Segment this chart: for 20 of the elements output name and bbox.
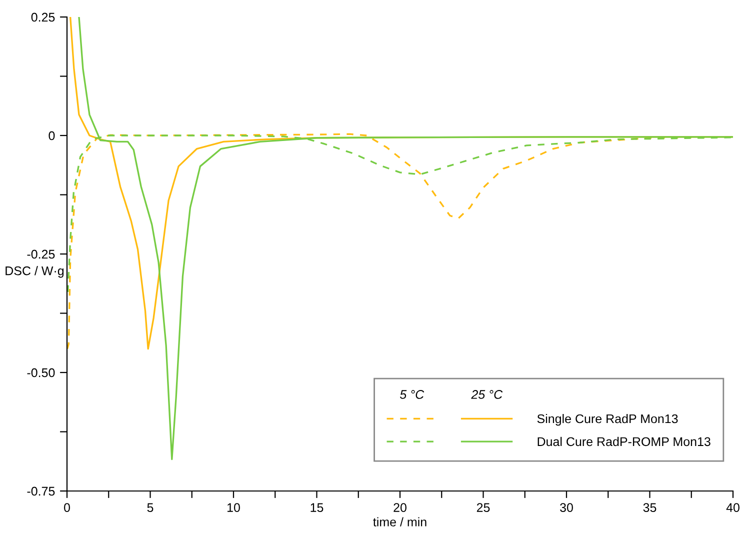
x-tick-label: 5: [147, 503, 154, 512]
x-tick-label: 40: [726, 503, 740, 512]
y-tick-label: -0.50: [27, 368, 55, 378]
y-tick-label: -0.75: [27, 486, 55, 496]
y-axis-title: DSC / W·g: [6, 266, 64, 278]
x-tick-label: 10: [228, 503, 240, 512]
y-tick-label: 0: [48, 131, 55, 140]
x-tick-label: 25: [476, 503, 490, 512]
y-tick-label: -0.25: [27, 250, 55, 259]
x-tick-label: 35: [643, 503, 656, 512]
x-axis-title: time / min: [373, 517, 426, 526]
legend-label: Dual Cure RadP-ROMP Mon13: [538, 436, 710, 446]
annotation: 5 °C: [400, 390, 424, 399]
x-tick-label: 30: [560, 503, 573, 512]
x-tick-label: 20: [394, 503, 406, 512]
legend-label: Single Cure RadP Mon13: [537, 414, 678, 426]
x-tick-label: 15: [310, 503, 324, 512]
x-tick-label: 0: [64, 503, 70, 512]
y-tick-label: 0.25: [31, 12, 55, 22]
annotation: 25 °C: [471, 390, 503, 399]
